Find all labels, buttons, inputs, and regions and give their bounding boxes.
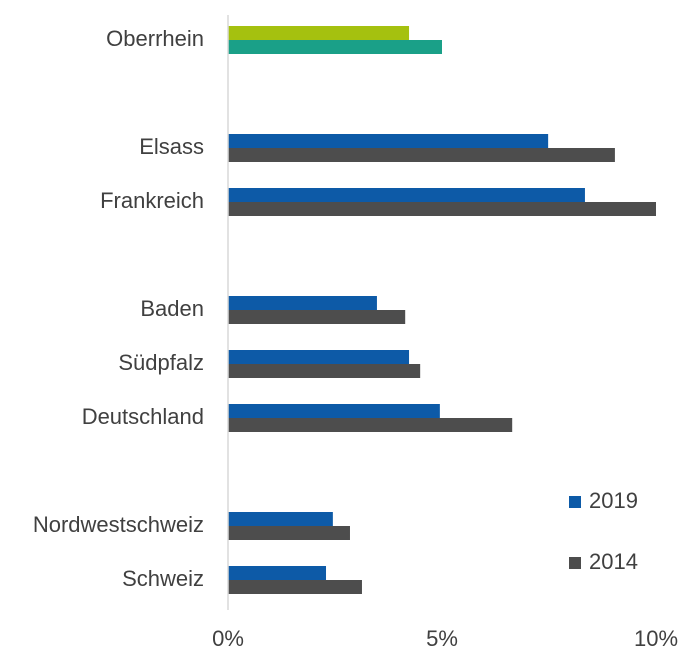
bar <box>228 350 410 364</box>
legend-label: 2014 <box>589 549 638 574</box>
y-tick-label: Nordwestschweiz <box>33 512 204 537</box>
y-tick-label: Frankreich <box>100 188 204 213</box>
legend-label: 2019 <box>589 488 638 513</box>
x-tick-label: 0% <box>212 626 244 651</box>
bar <box>228 188 585 202</box>
bar <box>228 134 549 148</box>
bar <box>228 580 362 594</box>
bar <box>228 40 442 54</box>
legend-marker <box>569 557 581 569</box>
bar <box>228 418 513 432</box>
y-tick-label: Schweiz <box>122 566 204 591</box>
bar <box>228 512 333 526</box>
y-tick-label: Deutschland <box>82 404 204 429</box>
y-tick-label: Elsass <box>139 134 204 159</box>
bar <box>228 364 421 378</box>
y-tick-label: Südpfalz <box>118 350 204 375</box>
y-tick-label: Oberrhein <box>106 26 204 51</box>
bar <box>228 310 406 324</box>
x-tick-label: 5% <box>426 626 458 651</box>
bar <box>228 148 615 162</box>
y-tick-label: Baden <box>140 296 204 321</box>
bar <box>228 566 327 580</box>
bar <box>228 404 440 418</box>
bar <box>228 296 377 310</box>
bar <box>228 26 410 40</box>
bar <box>228 526 350 540</box>
legend-marker <box>569 496 581 508</box>
bar <box>228 202 656 216</box>
x-tick-label: 10% <box>634 626 678 651</box>
